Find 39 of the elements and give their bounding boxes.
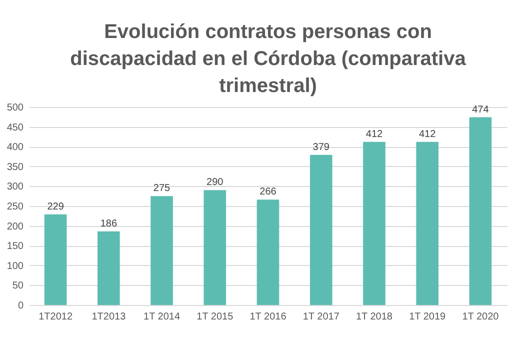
y-tick-label: 300	[6, 182, 24, 193]
y-tick-label: 0	[18, 300, 24, 312]
bar	[310, 154, 332, 305]
y-tick-label: 100	[6, 260, 24, 272]
x-tick-label: 1T2013	[92, 312, 126, 322]
bar	[150, 196, 173, 305]
data-label: 275	[153, 183, 171, 194]
y-tick-label: 250	[6, 202, 24, 212]
bar	[98, 231, 120, 305]
bar	[256, 200, 280, 305]
bar	[469, 117, 492, 305]
bar	[416, 142, 438, 305]
y-tick-label: 350	[6, 162, 24, 173]
y-tick-label: 150	[6, 241, 24, 252]
y-tick-label: 200	[6, 221, 24, 232]
x-tick-label: 1T 2015	[196, 312, 234, 322]
x-tick-label: 1T 2019	[409, 312, 446, 322]
y-tick-label: 400	[6, 142, 24, 154]
x-tick-label: 1T 2017	[302, 312, 340, 322]
x-tick-label: 1T 2014	[144, 312, 180, 322]
bar	[44, 214, 67, 305]
x-tick-label: 1T 2018	[356, 312, 393, 322]
x-tick-label: 1T 2016	[250, 312, 287, 322]
x-tick-label: 1T 2020	[462, 312, 500, 322]
data-label: 266	[260, 186, 277, 198]
bar	[204, 190, 226, 305]
data-label: 290	[206, 177, 224, 188]
data-label: 474	[472, 104, 490, 116]
bar	[363, 142, 386, 305]
data-label: 412	[418, 128, 436, 140]
data-label: 186	[100, 218, 118, 230]
y-tick-label: 500	[6, 102, 24, 114]
chart-title: Evolución contratos personas con discapacidad en el Córdoba (comparativa trimestral)	[70, 21, 467, 97]
data-label: 379	[312, 142, 330, 153]
data-label: 412	[366, 128, 383, 140]
y-tick-label: 50	[12, 280, 24, 292]
y-tick-label: 450	[6, 122, 24, 134]
x-tick-label: 1T2012	[38, 312, 73, 322]
data-label: 229	[47, 201, 64, 212]
